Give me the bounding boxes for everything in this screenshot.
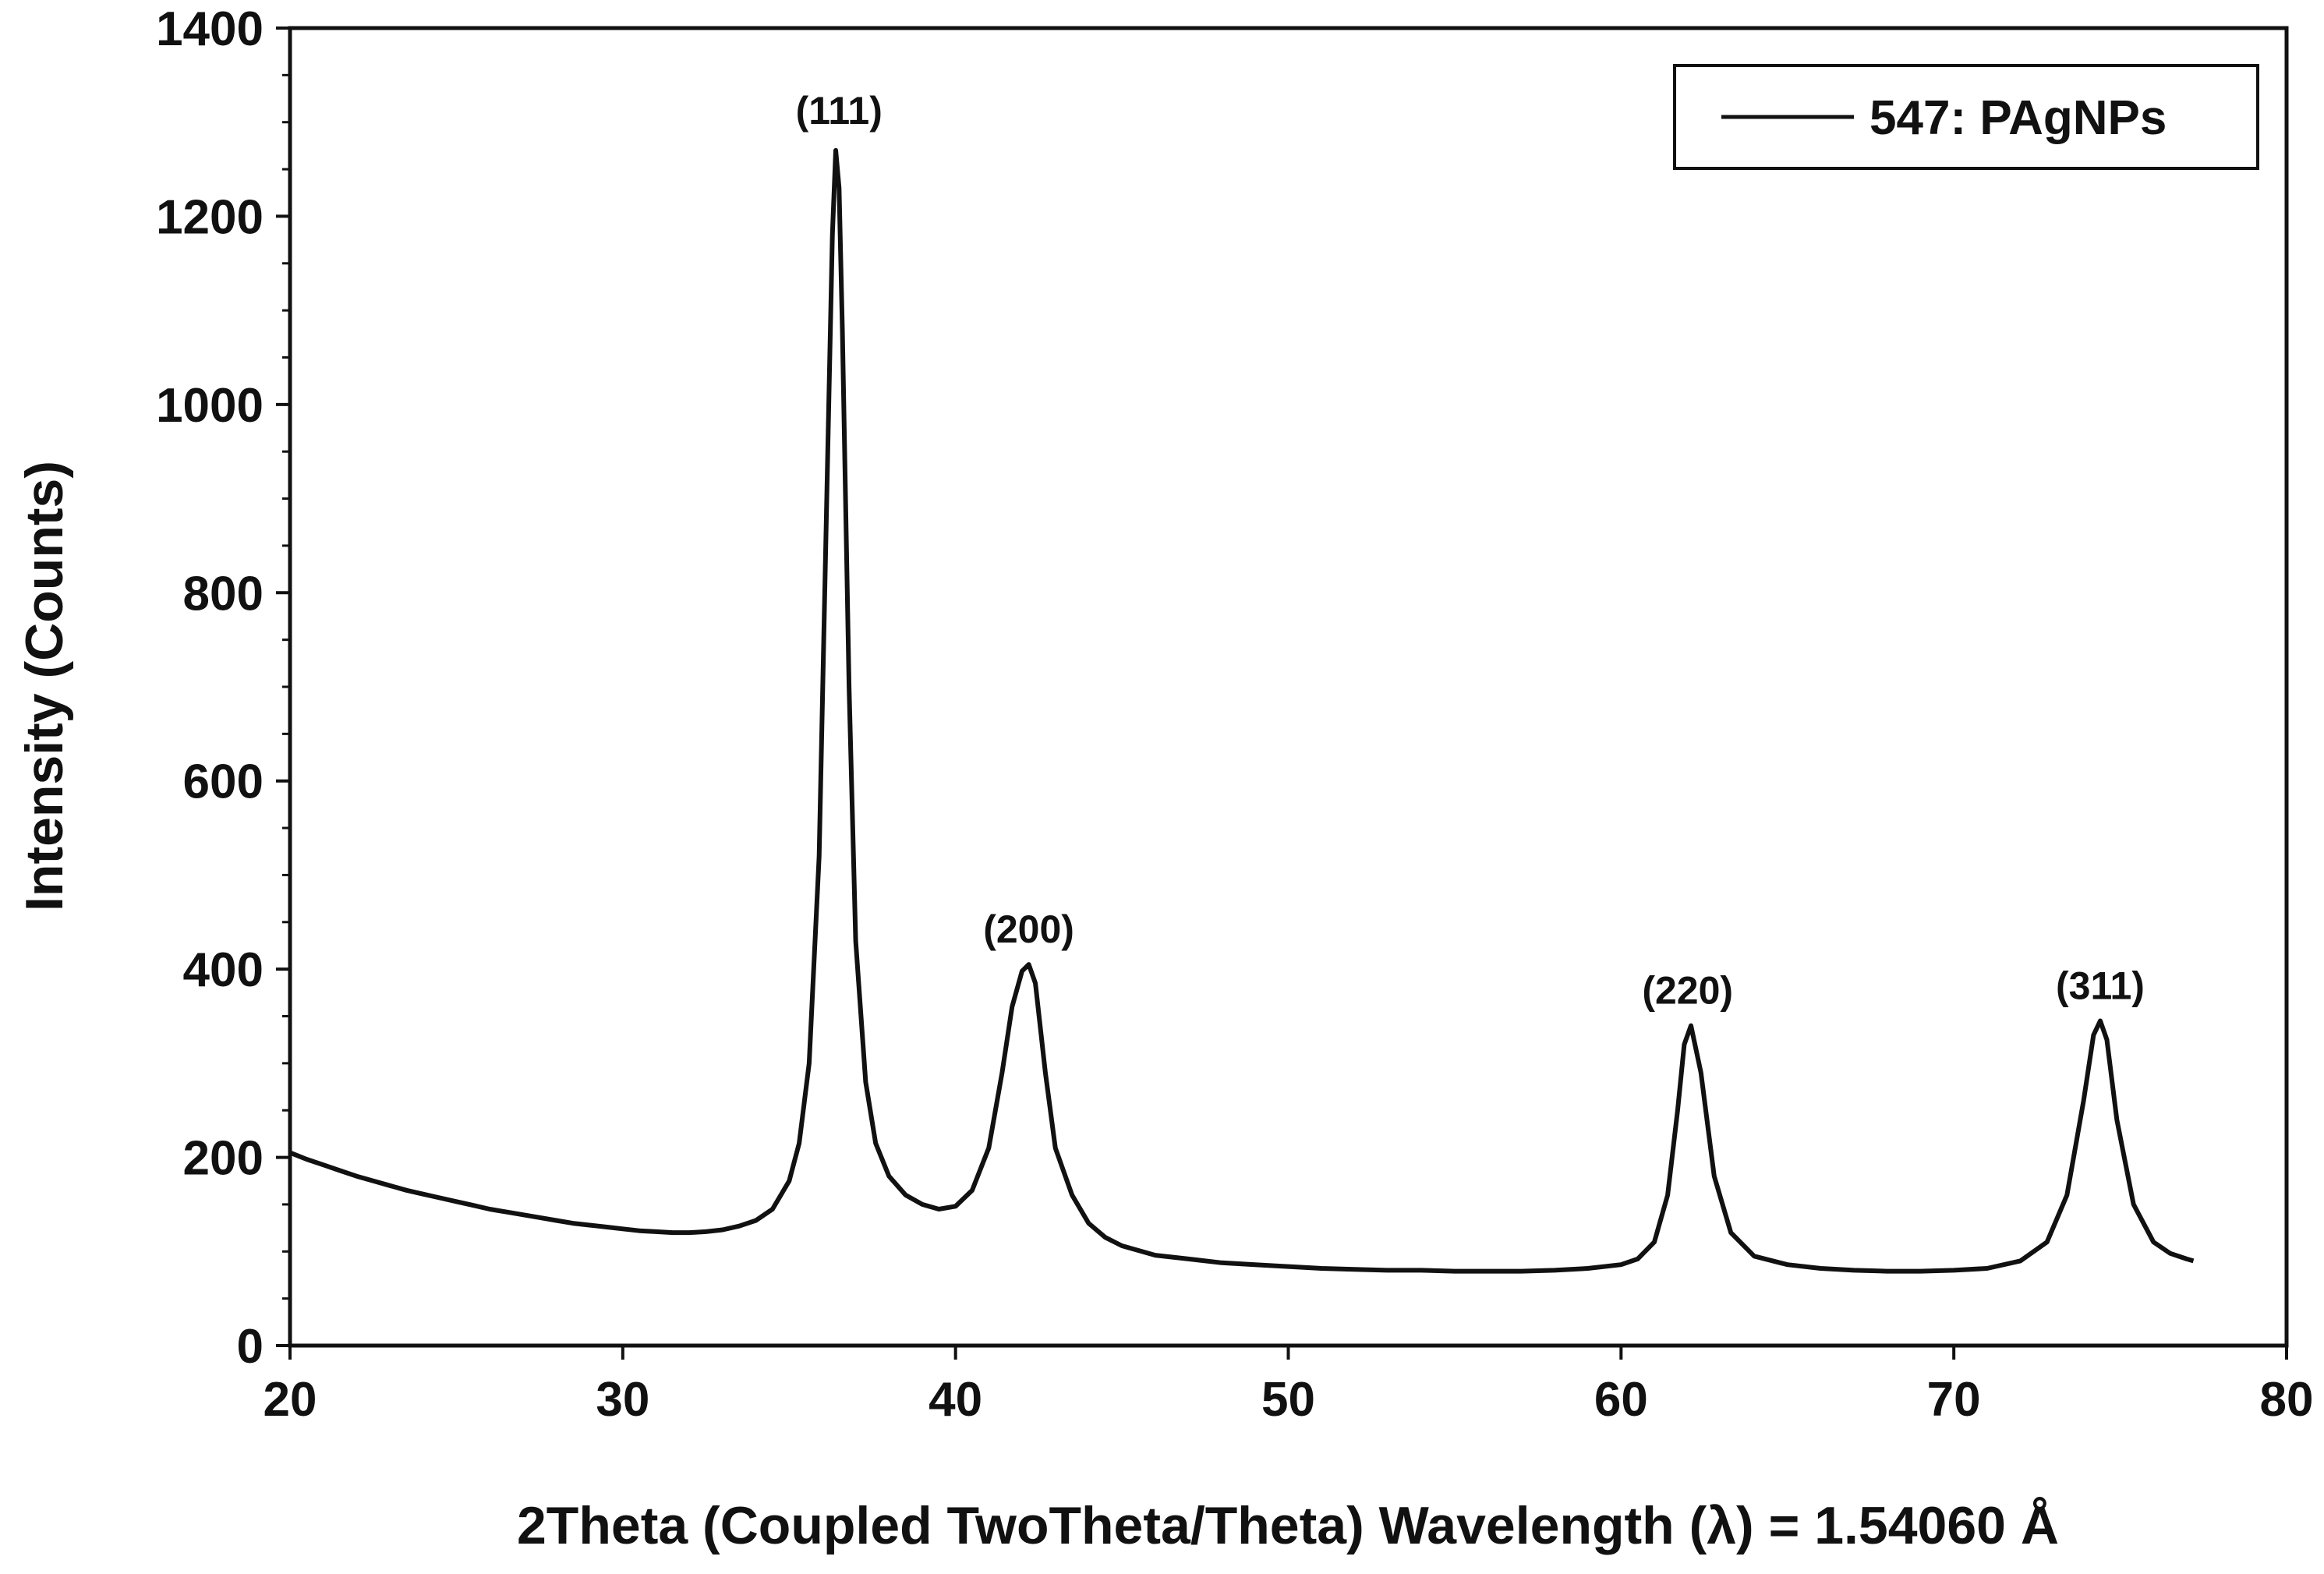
x-tick-label: 30 [596, 1373, 649, 1427]
series-line-547-pagnps [288, 147, 2195, 1274]
y-axis-ticks: 0 200 400 600 800 1000 1200 1400 [156, 2, 290, 1374]
x-tick-label: 60 [1594, 1373, 1648, 1427]
legend: 547: PAgNPs [1673, 64, 2259, 170]
y-tick-label: 800 [183, 567, 264, 621]
x-tick-label: 70 [1927, 1373, 1981, 1427]
peak-label: (311) [2056, 964, 2145, 1008]
y-tick-label: 1400 [156, 2, 264, 56]
x-axis-title: 2Theta (Coupled TwoTheta/Theta) Waveleng… [517, 1496, 2059, 1555]
peak-annotations: (111) (200) (220) (311) [796, 89, 2145, 1013]
series-layer [288, 147, 2195, 1274]
y-tick-label: 200 [183, 1132, 264, 1186]
x-tick-label: 20 [264, 1373, 317, 1427]
x-tick-label: 80 [2260, 1373, 2314, 1427]
peak-label: (111) [796, 89, 883, 133]
peak-label: (200) [983, 907, 1074, 951]
y-tick-label: 1000 [156, 379, 264, 433]
x-tick-label: 50 [1261, 1373, 1315, 1427]
peak-label: (220) [1642, 969, 1733, 1013]
y-tick-label: 400 [183, 943, 264, 997]
y-tick-label: 600 [183, 755, 264, 809]
y-tick-label: 0 [237, 1320, 264, 1374]
x-tick-label: 40 [929, 1373, 982, 1427]
y-tick-label: 1200 [156, 190, 264, 244]
legend-entry-label: 547: PAgNPs [1869, 91, 2167, 145]
x-axis-ticks: 20 30 40 50 60 70 80 [264, 1346, 2314, 1427]
y-axis-title: Intensity (Counts) [15, 461, 74, 911]
